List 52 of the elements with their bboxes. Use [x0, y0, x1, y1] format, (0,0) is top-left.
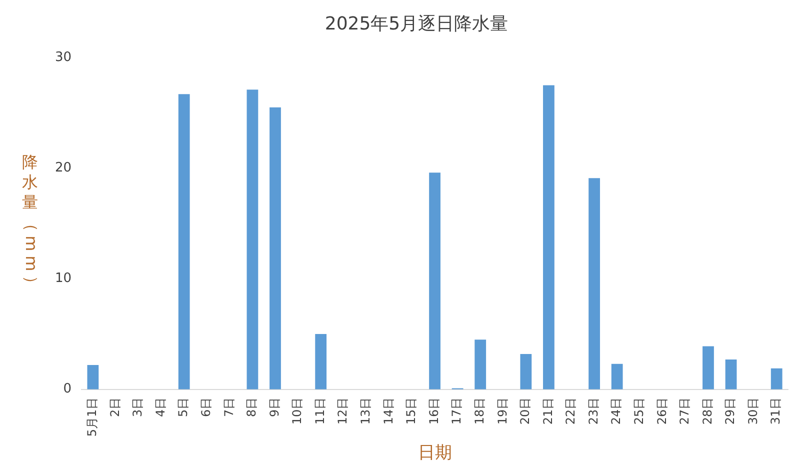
x-tick-label: 21日 — [540, 397, 555, 425]
bar — [543, 85, 554, 390]
chart-title: 2025年5月逐日降水量 — [324, 13, 508, 34]
bar — [520, 354, 532, 390]
x-tick-label: 13日 — [358, 397, 373, 425]
x-tick-label: 3日 — [130, 397, 145, 417]
x-tick-label: 20日 — [518, 397, 532, 425]
x-tick-label: 4日 — [153, 397, 168, 417]
y-tick-label: 10 — [54, 271, 72, 286]
x-tick-label: 9日 — [267, 397, 282, 417]
y-axis-title: 降水量（mm） — [22, 152, 41, 292]
x-tick-label: 10日 — [290, 397, 304, 425]
x-tick-label: 22日 — [564, 397, 578, 425]
x-tick-label: 31日 — [768, 397, 783, 425]
x-tick-label: 18日 — [472, 397, 486, 425]
bar — [178, 94, 190, 390]
x-tick-label: 14日 — [381, 397, 396, 425]
x-tick-label: 2日 — [108, 397, 122, 417]
x-tick-label: 6日 — [199, 397, 214, 417]
bar — [474, 340, 486, 390]
y-tick-label: 20 — [54, 160, 72, 176]
bar — [270, 107, 281, 390]
y-tick-label: 30 — [54, 50, 72, 65]
x-tick-label: 15日 — [404, 397, 418, 425]
x-tick-label: 26日 — [654, 397, 669, 425]
bar — [611, 364, 623, 390]
x-tick-label: 27日 — [678, 397, 692, 425]
bar — [315, 334, 327, 390]
y-tick-label: 0 — [63, 382, 72, 397]
bar — [87, 365, 99, 390]
x-tick-label: 23日 — [586, 397, 600, 425]
x-tick-label: 5日 — [176, 397, 190, 417]
x-tick-label: 25日 — [632, 397, 646, 425]
bar — [725, 359, 737, 390]
x-tick-label: 5月1日 — [85, 397, 100, 437]
x-tick-label: 16日 — [426, 397, 441, 425]
bar — [702, 346, 714, 390]
x-tick-label: 8日 — [244, 397, 259, 417]
x-tick-label: 24日 — [609, 397, 624, 425]
x-tick-label: 17日 — [450, 397, 464, 425]
bar — [429, 172, 440, 390]
bar — [588, 178, 600, 390]
x-tick-label: 29日 — [723, 397, 738, 425]
x-tick-label: 12日 — [336, 397, 350, 425]
x-tick-label: 7日 — [222, 397, 236, 417]
x-tick-label: 28日 — [700, 397, 714, 425]
x-tick-label: 30日 — [746, 397, 760, 425]
x-tick-label: 19日 — [495, 397, 510, 425]
x-axis-title: 日期 — [418, 443, 452, 464]
x-tick-label: 11日 — [312, 397, 327, 425]
bar — [246, 90, 258, 390]
bar — [770, 368, 782, 390]
